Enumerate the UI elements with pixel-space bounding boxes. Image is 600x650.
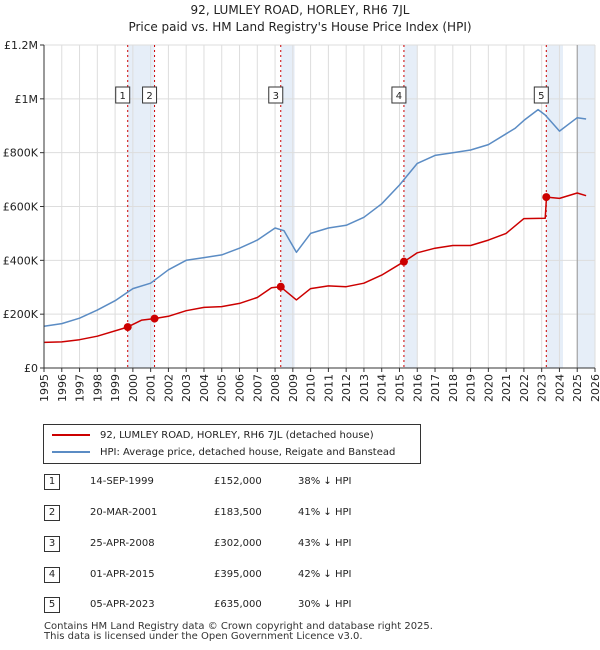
sale-hpi-diff: 38% ↓ HPI xyxy=(298,476,352,487)
x-tick-label: 2006 xyxy=(234,374,247,402)
x-tick-label: 2022 xyxy=(518,374,531,402)
x-tick-label: 2010 xyxy=(305,374,318,402)
sale-point xyxy=(276,282,285,291)
sale-date: 20-MAR-2001 xyxy=(90,507,158,518)
x-tick-label: 2005 xyxy=(216,374,229,402)
axes: £0 £200K £400K £600K £800K £1M £1.2M 1995 1996 19… xyxy=(3,39,600,402)
sale-hpi-diff: 43% ↓ HPI xyxy=(298,538,352,549)
hpi-line xyxy=(43,108,587,328)
x-tick-label: 1996 xyxy=(56,374,69,402)
sale-label-box xyxy=(533,86,549,104)
x-tick-label: 2009 xyxy=(287,374,300,402)
sale-label-box xyxy=(268,86,284,104)
y-tick-label: £200K xyxy=(3,308,39,321)
x-tick-label: 1998 xyxy=(91,374,104,402)
sale-point xyxy=(123,323,132,332)
x-tick-label: 2012 xyxy=(340,374,353,402)
y-tick-label: £1M xyxy=(15,93,39,106)
sale-label-text: 4 xyxy=(396,91,402,102)
sale-number-badge: 2 xyxy=(44,505,60,521)
legend-swatch-property xyxy=(52,434,90,436)
sale-price: £152,000 xyxy=(214,476,262,487)
series-lines xyxy=(43,108,587,344)
x-tick-label: 1995 xyxy=(38,374,51,402)
sale-number-badge: 5 xyxy=(44,597,60,613)
sale-price: £302,000 xyxy=(214,538,262,549)
chart-subtitle: Price paid vs. HM Land Registry's House … xyxy=(128,20,472,34)
sale-date: 25-APR-2008 xyxy=(90,538,155,549)
price-chart: 1 2 3 4 5 £0 £200K £400K £600K £800K £1M £1.2M 1995… xyxy=(3,39,600,402)
sale-hpi-diff: 30% ↓ HPI xyxy=(298,599,352,610)
sale-point xyxy=(150,314,159,323)
sale-points xyxy=(123,193,551,332)
sale-label-text: 3 xyxy=(273,91,279,102)
x-tick-label: 2001 xyxy=(145,374,158,402)
x-tick-label: 2003 xyxy=(180,374,193,402)
x-tick-label: 2011 xyxy=(322,374,335,402)
x-tick-label: 2008 xyxy=(269,374,282,402)
sale-point xyxy=(542,193,551,202)
x-tick-label: 2019 xyxy=(465,374,478,402)
copyright-text: Contains HM Land Registry data © Crown c… xyxy=(44,621,433,632)
sale-price: £635,000 xyxy=(214,599,262,610)
legend: 92, LUMLEY ROAD, HORLEY, RH6 7JL (detach… xyxy=(43,424,421,464)
x-tick-label: 2025 xyxy=(571,374,584,402)
sale-hpi-diff: 42% ↓ HPI xyxy=(298,569,352,580)
x-tick-label: 2000 xyxy=(127,374,140,402)
sale-hpi-diff: 41% ↓ HPI xyxy=(298,507,352,518)
y-tick-label: £1.2M xyxy=(4,39,38,52)
legend-item-property: 92, LUMLEY ROAD, HORLEY, RH6 7JL (detach… xyxy=(52,428,374,444)
sale-label-text: 1 xyxy=(120,91,126,102)
legend-label-hpi: HPI: Average price, detached house, Reig… xyxy=(100,447,396,458)
legend-item-hpi: HPI: Average price, detached house, Reig… xyxy=(52,445,395,461)
x-tick-label: 2017 xyxy=(429,374,442,402)
x-tick-label: 2015 xyxy=(393,374,406,402)
x-tick-label: 2023 xyxy=(536,374,549,402)
y-tick-label: £600K xyxy=(3,201,39,214)
x-tick-label: 2020 xyxy=(482,374,495,402)
licence-text: This data is licensed under the Open Gov… xyxy=(44,631,363,642)
sale-date: 05-APR-2023 xyxy=(90,599,155,610)
sale-label-text: 5 xyxy=(538,91,544,102)
sale-label-text: 2 xyxy=(146,91,152,102)
x-tick-label: 2014 xyxy=(376,374,389,402)
y-tick-label: £800K xyxy=(3,147,39,160)
x-tick-label: 2026 xyxy=(589,374,600,402)
legend-swatch-hpi xyxy=(52,451,90,453)
sale-number-badge: 1 xyxy=(44,474,60,490)
sale-label-box xyxy=(142,86,158,104)
chart-title: 92, LUMLEY ROAD, HORLEY, RH6 7JL xyxy=(190,3,410,17)
sale-label-box xyxy=(391,86,407,104)
x-tick-label: 2002 xyxy=(162,374,175,402)
y-tick-label: £0 xyxy=(24,362,38,375)
x-tick-label: 2018 xyxy=(447,374,460,402)
x-tick-label: 2004 xyxy=(198,374,211,402)
x-tick-label: 2007 xyxy=(251,374,264,402)
property-price-line xyxy=(43,192,587,344)
sale-number-badge: 3 xyxy=(44,536,60,552)
x-tick-label: 2013 xyxy=(358,374,371,402)
x-tick-label: 2024 xyxy=(553,374,566,402)
x-tick-label: 1999 xyxy=(109,374,122,402)
x-tick-label: 2016 xyxy=(411,374,424,402)
legend-label-property: 92, LUMLEY ROAD, HORLEY, RH6 7JL (detach… xyxy=(100,430,374,441)
sale-number-badge: 4 xyxy=(44,567,60,583)
y-tick-label: £400K xyxy=(3,254,39,267)
footer: Contains HM Land Registry data © Crown c… xyxy=(44,622,433,642)
sale-labels: 1 2 3 4 5 xyxy=(115,86,549,104)
x-tick-label: 2021 xyxy=(500,374,513,402)
sale-price: £395,000 xyxy=(214,569,262,580)
sale-point xyxy=(399,257,408,266)
sale-price: £183,500 xyxy=(214,507,262,518)
sale-date: 14-SEP-1999 xyxy=(90,476,154,487)
sale-label-box xyxy=(115,86,131,104)
sale-date: 01-APR-2015 xyxy=(90,569,155,580)
x-tick-label: 1997 xyxy=(74,374,87,402)
